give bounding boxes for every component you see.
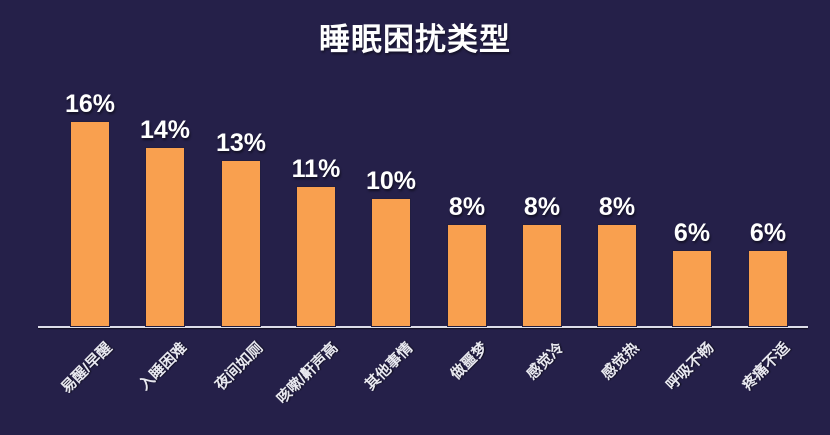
category-label: 感觉热	[598, 339, 643, 384]
x-axis-line	[38, 326, 808, 328]
category-label: 呼吸不畅	[662, 339, 718, 394]
bar-value-label: 13%	[215, 129, 267, 157]
bar	[447, 224, 487, 327]
bar	[145, 147, 185, 327]
category-label: 夜间如厕	[211, 339, 267, 394]
category-label: 入睡困难	[135, 339, 191, 394]
bar	[296, 186, 336, 327]
bar-value-label: 11%	[291, 155, 341, 183]
bar-value-label: 6%	[673, 219, 711, 247]
bar	[672, 250, 712, 327]
category-label: 易醒/早醒	[57, 339, 116, 397]
bar	[70, 121, 110, 327]
category-label: 咳嗽/鼾声高	[273, 339, 342, 408]
bar-value-label: 8%	[598, 193, 636, 221]
chart-title: 睡眠困扰类型	[319, 22, 511, 57]
bar-value-label: 14%	[139, 116, 191, 144]
bar-value-label: 10%	[365, 167, 417, 195]
bar	[371, 198, 411, 327]
category-label: 感觉冷	[523, 339, 568, 384]
category-label: 疼痛不适	[738, 339, 794, 394]
bar	[748, 250, 788, 327]
bar-value-label: 6%	[749, 219, 787, 247]
category-label: 其他事情	[361, 339, 417, 394]
category-label: 做噩梦	[447, 339, 492, 384]
bar-value-label: 8%	[523, 193, 561, 221]
bar	[522, 224, 562, 327]
bar	[597, 224, 637, 327]
bar-value-label: 8%	[448, 193, 486, 221]
bar-value-label: 16%	[64, 90, 116, 118]
bar	[221, 160, 261, 327]
